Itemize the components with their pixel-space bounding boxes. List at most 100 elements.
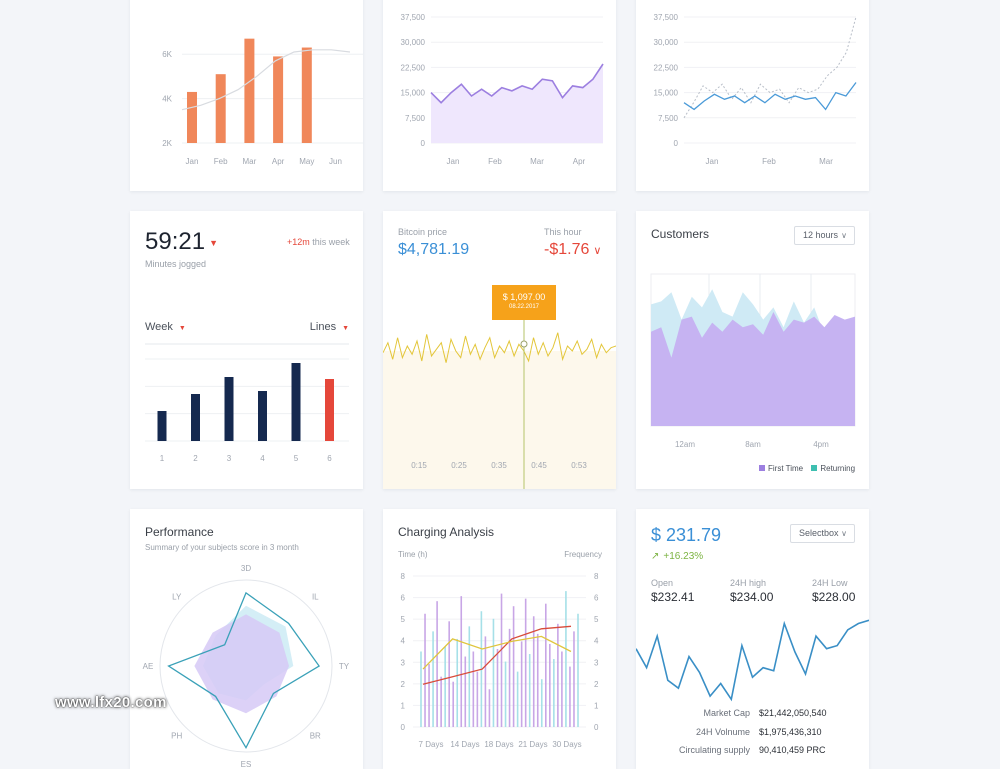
performance-title: Performance	[145, 525, 214, 539]
x-tick-label: Feb	[488, 157, 502, 166]
bar	[244, 38, 255, 143]
detail-value: 90,410,459 PRC	[759, 745, 826, 755]
bar	[224, 377, 234, 441]
x-tick-label: 2	[193, 454, 198, 463]
stock-price: $ 231.79	[651, 525, 722, 545]
chevron-down-icon: ∨	[841, 231, 847, 240]
x-tick-label: 14 Days	[450, 740, 479, 749]
jogging-time: 59:21 ▼	[145, 228, 218, 256]
chevron-down-icon: ∨	[593, 245, 602, 257]
y-tick-label: 7,500	[658, 114, 679, 123]
bar	[536, 633, 539, 727]
bar	[291, 363, 301, 441]
bar	[577, 613, 579, 727]
performance-card: Performance Summary of your subjects sco…	[130, 509, 363, 769]
stat-label: 24H Low	[812, 578, 848, 588]
x-tick-label: Jan	[186, 157, 199, 166]
line-series-solid	[683, 82, 857, 111]
radar-axis-label: 3D	[241, 564, 251, 573]
radar-axis-label: LY	[172, 593, 182, 602]
bar	[258, 391, 267, 441]
x-tick-label: 1	[160, 454, 165, 463]
x-tick-label: 8am	[745, 440, 761, 449]
bar	[516, 671, 519, 727]
first-time-area	[651, 312, 855, 426]
bitcoin-card: Bitcoin price $4,781.19 This hour -$1.76…	[383, 211, 616, 489]
bar	[448, 621, 450, 727]
line-trend-chart: 37,500 30,000 22,500 15,000 7,500 0 Jan Feb Mar	[654, 13, 857, 166]
x-tick-label: May	[299, 157, 314, 166]
bar	[436, 601, 438, 727]
bar	[444, 646, 446, 727]
view-select[interactable]: Lines ▼	[310, 321, 349, 333]
radar-axis-label: ES	[241, 760, 252, 769]
charging-card: Charging Analysis Time (h) Frequency 8 8 6…	[383, 509, 616, 769]
x-tick-label: 6	[327, 454, 332, 463]
trend-line	[181, 49, 351, 111]
x-tick-label: Feb	[762, 157, 776, 166]
bitcoin-hour-change: -$1.76 ∨	[544, 241, 601, 259]
bar	[488, 689, 491, 727]
jogging-time-value: 59:21	[145, 228, 206, 255]
y-tick-label-right: 1	[594, 701, 599, 710]
bar	[553, 659, 555, 727]
x-tick-label: Jan	[706, 157, 719, 166]
y-tick-label: 5	[401, 615, 406, 624]
period-select-label: Week	[145, 321, 173, 333]
y-tick-label-right: 3	[594, 658, 599, 667]
stock-stat-high: 24H high $234.00	[730, 578, 773, 604]
charging-title: Charging Analysis	[398, 525, 495, 539]
right-axis-label: Frequency	[564, 550, 602, 559]
legend-returning: Returning	[820, 464, 856, 473]
bar	[456, 638, 459, 727]
jogging-caption: Minutes jogged	[145, 259, 207, 269]
bar	[524, 598, 527, 727]
area-line	[430, 63, 604, 104]
chevron-down-icon: ∨	[841, 529, 847, 538]
bar	[549, 643, 551, 727]
stock-change-value: +16.23%	[663, 551, 704, 562]
y-tick-label: 6K	[162, 50, 172, 59]
detail-label: Market Cap	[703, 708, 750, 718]
x-tick-label: 7 Days	[419, 740, 444, 749]
stock-select[interactable]: Selectbox ∨	[790, 524, 855, 543]
jogging-bar-chart: 1 2 3 4 5 6	[145, 343, 349, 463]
stock-stat-low: 24H Low $228.00	[812, 578, 855, 604]
y-tick-label: 0	[401, 723, 406, 732]
bar	[569, 666, 571, 727]
x-tick-label: 0:35	[491, 461, 507, 470]
area-trend-card: 37,500 30,000 22,500 15,000 7,500 0 Jan Feb Mar A…	[383, 0, 616, 191]
x-tick-label: Jun	[329, 157, 342, 166]
bar	[496, 648, 499, 727]
bar	[215, 74, 226, 143]
chart-bg	[383, 351, 616, 489]
x-tick-label: 30 Days	[552, 740, 581, 749]
bar	[187, 91, 197, 143]
y-tick-label: 2	[401, 680, 406, 689]
legend-swatch-first-time	[759, 465, 765, 471]
radar-axis-label: TY	[339, 662, 350, 671]
period-select[interactable]: Week ▼	[145, 321, 186, 333]
caret-down-icon: ▼	[342, 325, 349, 332]
bar	[440, 676, 442, 727]
radar-axis-label: BR	[310, 731, 321, 740]
bar	[191, 394, 200, 441]
tooltip-value: $ 1,097.00	[502, 292, 546, 302]
customers-area-chart: 12am 8am 4pm	[650, 273, 856, 449]
customers-legend: First Time Returning	[759, 464, 855, 473]
jogging-card: 59:21 ▼ Minutes jogged +12m this week Wee…	[130, 211, 363, 489]
stock-change: ↗ +16.23%	[651, 551, 703, 562]
x-tick-label: 0:45	[531, 461, 547, 470]
bar	[528, 654, 531, 727]
bar	[464, 656, 467, 727]
customers-range-select[interactable]: 12 hours ∨	[794, 226, 855, 245]
trending-up-icon: ↗	[651, 551, 660, 562]
x-tick-label: 21 Days	[518, 740, 547, 749]
y-tick-label-right: 6	[594, 594, 599, 603]
stock-stat-open: Open $232.41	[651, 578, 694, 604]
y-tick-label-right: 2	[594, 680, 599, 689]
caret-down-icon: ▼	[178, 325, 186, 332]
line-yellow	[422, 635, 572, 670]
bar	[557, 623, 559, 727]
stat-label: 24H high	[730, 578, 767, 588]
